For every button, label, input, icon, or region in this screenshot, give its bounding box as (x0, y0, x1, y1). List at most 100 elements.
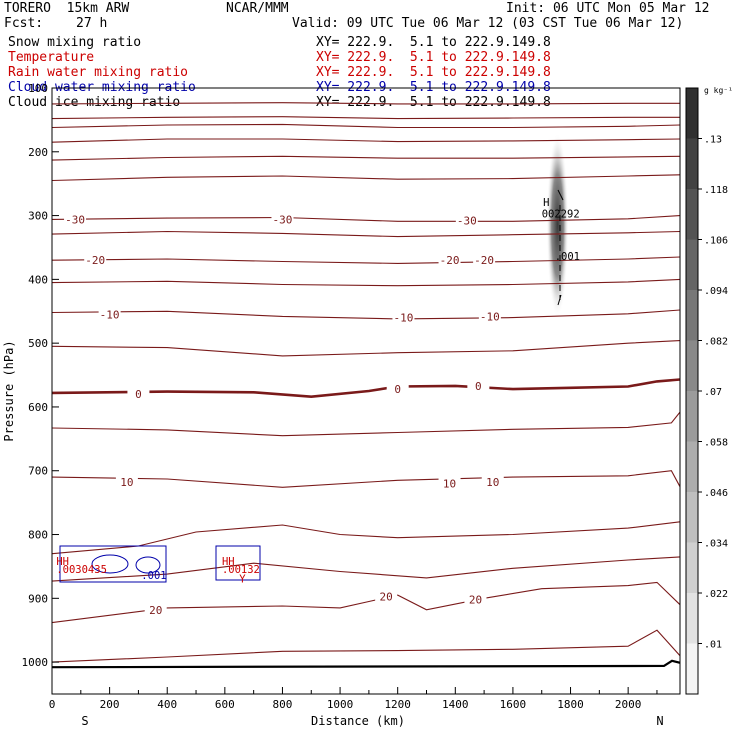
cloud-ice-contour (557, 189, 564, 306)
contour-annotation: H (543, 197, 549, 209)
isotherm-label: -30 (457, 215, 477, 228)
isotherm-label: 0 (394, 383, 401, 396)
isotherm-m10 (52, 309, 680, 320)
colorbar-segment (686, 542, 698, 593)
contour-annotation: .001 (555, 251, 580, 263)
isotherm-label-bg (392, 311, 415, 324)
legend-name-snow: Snow mixing ratio (8, 35, 142, 50)
x-tick-label: 1200 (384, 698, 411, 711)
contour-annotation: HH (222, 556, 235, 568)
org-label: NCAR/MMM (226, 1, 289, 16)
isotherm-0 (52, 378, 680, 399)
contour-annotation: 002292 (542, 208, 580, 220)
isotherm-m30 (52, 215, 680, 222)
isotherm-label-bg (478, 310, 501, 323)
isotherm-m35 (52, 155, 680, 161)
isotherm-20 (52, 581, 680, 624)
surface-line (52, 659, 680, 669)
colorbar-tick-label: .07 (704, 387, 722, 398)
isotherm-label-bg (115, 476, 138, 489)
y-tick-label: 600 (28, 401, 48, 414)
isotherm-label-bg (438, 254, 461, 267)
isotherm-label-bg (481, 476, 504, 489)
y-axis-title: Pressure (hPa) (2, 340, 16, 441)
isotherm-m32 (52, 174, 680, 182)
legend-name-cloud-ice: Cloud ice mixing ratio (8, 95, 181, 110)
isotherm-label: -20 (474, 254, 494, 267)
isotherm-m40 (52, 102, 680, 105)
isotherm-label: 10 (443, 477, 456, 490)
model-title: TORERO 15km ARW (4, 1, 130, 16)
isotherm-18 (52, 556, 680, 582)
isotherm-label-bg (271, 213, 294, 226)
colorbar-tick-label: .022 (704, 589, 728, 600)
x-tick-label: 1800 (557, 698, 584, 711)
legend-coords-snow: XY= 222.9. 5.1 to 222.9.149.8 (316, 35, 551, 50)
contour-annotation: Y (239, 573, 246, 585)
y-tick-label: 300 (28, 210, 48, 223)
isotherm-label: 20 (469, 594, 482, 607)
colorbar-segment (686, 492, 698, 543)
x-tick-label: 200 (100, 698, 120, 711)
isotherm-label-bg (386, 383, 409, 396)
isotherm-label-bg (375, 590, 398, 603)
isotherm-label-bg (473, 254, 496, 267)
y-tick-label: 400 (28, 273, 48, 286)
isotherm-label-bg (464, 593, 487, 606)
colorbar-segment (686, 88, 698, 139)
isotherm-5 (52, 411, 680, 437)
x-tick-label: 0 (49, 698, 56, 711)
isotherm-label-bg (438, 477, 461, 490)
isotherm-label: 20 (149, 604, 162, 617)
isotherm-label: 10 (486, 476, 499, 489)
fcst-value: 27 h (76, 16, 108, 31)
colorbar-segment (686, 189, 698, 240)
cloud-water-contour-inner (91, 554, 129, 574)
isotherm-label: -20 (85, 254, 105, 267)
isotherm-label-bg (64, 213, 87, 226)
x-tick-label: 1600 (500, 698, 527, 711)
isotherm-label: -20 (440, 254, 460, 267)
colorbar-segment (686, 290, 698, 341)
isotherm-label-bg (144, 603, 167, 616)
x-axis-title: Distance (km) (311, 714, 405, 728)
legend-coords-temperature: XY= 222.9. 5.1 to 222.9.149.8 (316, 50, 551, 65)
isotherm-m15 (52, 278, 680, 287)
isotherm-25 (52, 629, 680, 663)
cloud-water-contour (59, 545, 167, 583)
colorbar-segment (686, 593, 698, 644)
y-tick-label: 800 (28, 529, 48, 542)
isotherm-m37 (52, 123, 680, 129)
contour-annotation: .00132 (222, 564, 260, 576)
x-tick-label: 2000 (615, 698, 642, 711)
isotherm-m36 (52, 138, 680, 143)
legend-coords-rain: XY= 222.9. 5.1 to 222.9.149.8 (316, 65, 551, 80)
colorbar-segment (686, 643, 698, 694)
fcst-label: Fcst: (4, 16, 44, 31)
isotherm-15 (52, 521, 680, 555)
isotherm-m38 (52, 116, 680, 120)
x-tick-label: 1000 (327, 698, 354, 711)
colorbar-tick-label: .034 (704, 539, 728, 550)
contour-annotation: .0030435 (56, 564, 107, 576)
y-tick-label: 200 (28, 146, 48, 159)
isotherm-m5 (52, 340, 680, 357)
colorbar-tick-label: .106 (704, 236, 728, 247)
legend-name-temperature: Temperature (8, 50, 95, 65)
x-tick-label: 400 (157, 698, 177, 711)
y-tick-label: 900 (28, 592, 48, 605)
colorbar-segment (686, 441, 698, 492)
contour-annotation: HH (56, 556, 69, 568)
isotherm-label-bg (98, 308, 121, 321)
colorbar-tick-label: .058 (704, 438, 728, 449)
y-tick-label: 100 (28, 82, 48, 95)
isotherm-label-bg (127, 388, 150, 401)
isotherm-label: -10 (100, 308, 120, 321)
colorbar-unit: g kg⁻¹ (704, 86, 733, 95)
isotherm-label: -10 (394, 312, 414, 325)
isotherm-label: 10 (120, 476, 133, 489)
isotherm-label: 0 (475, 380, 482, 393)
isotherm-m20 (52, 256, 680, 264)
isotherm-label-bg (467, 379, 490, 392)
